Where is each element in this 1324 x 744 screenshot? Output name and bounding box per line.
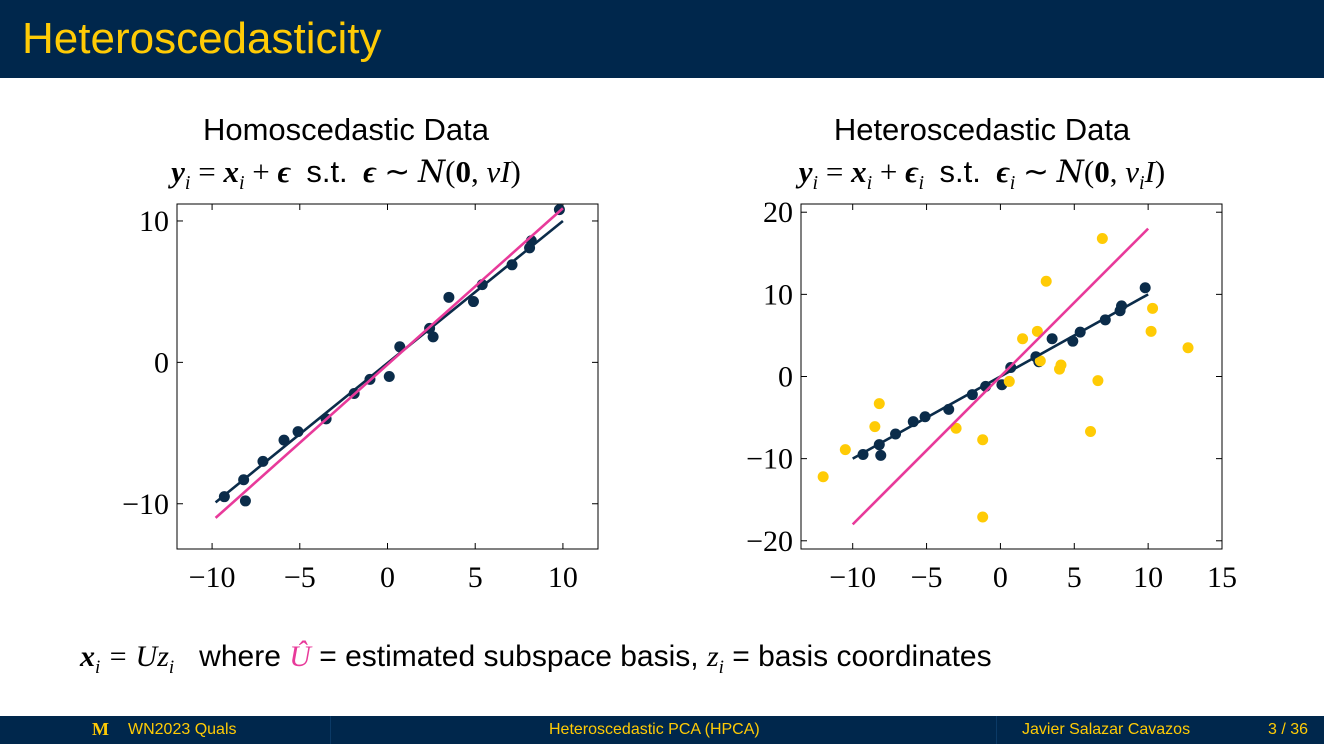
right-point-s1 bbox=[950, 422, 962, 434]
right-point-s1 bbox=[1092, 375, 1104, 387]
caption-uhat: Û bbox=[289, 640, 311, 673]
left-point-s0 bbox=[239, 495, 251, 507]
right-point-s1 bbox=[1040, 275, 1052, 287]
right-point-s1 bbox=[1145, 325, 1157, 337]
right-chart-equation: yi = xi + ϵi s.t. ϵi ∼ N(0, νiI) bbox=[798, 154, 1166, 195]
right-xtick-label: −10 bbox=[829, 561, 876, 594]
right-ytick-label: −20 bbox=[746, 525, 793, 558]
right-point-s1 bbox=[1017, 333, 1029, 345]
right-xtick-label: 0 bbox=[993, 561, 1008, 594]
university-logo: M bbox=[92, 719, 109, 739]
footer-talk-title: Heteroscedastic PCA (HPCA) bbox=[549, 721, 760, 738]
right-point-s1 bbox=[977, 434, 989, 446]
left-ytick-label: 0 bbox=[154, 346, 169, 379]
right-fit-line-1 bbox=[851, 227, 1150, 526]
right-xtick-label: 10 bbox=[1133, 561, 1163, 594]
right-point-s1 bbox=[839, 444, 851, 456]
left-ytick-label: −10 bbox=[122, 488, 169, 521]
left-point-s0 bbox=[443, 291, 455, 303]
right-point-s1 bbox=[1182, 342, 1194, 354]
caption-z: z bbox=[706, 640, 719, 673]
right-point-s0 bbox=[1139, 282, 1151, 294]
right-ytick-label: 0 bbox=[778, 361, 793, 394]
left-point-s0 bbox=[506, 259, 518, 271]
right-point-s1 bbox=[1055, 359, 1067, 371]
left-point-s0 bbox=[278, 434, 290, 446]
left-chart-heading: Homoscedastic Data bbox=[202, 112, 489, 147]
caption-uz: Uz bbox=[135, 640, 169, 673]
left-point-s0 bbox=[383, 371, 395, 382]
caption: xi = Uzi where Û = estimated subspace ba… bbox=[80, 640, 992, 678]
right-ytick-label: 10 bbox=[763, 278, 793, 311]
right-ytick-label: 20 bbox=[763, 196, 793, 229]
caption-x: x bbox=[80, 640, 95, 673]
right-point-s1 bbox=[1031, 325, 1043, 337]
right-point-s1 bbox=[1147, 302, 1159, 314]
right-point-s1 bbox=[977, 511, 989, 523]
left-point-s0 bbox=[467, 296, 479, 308]
right-chart-heading: Heteroscedastic Data bbox=[833, 112, 1131, 147]
right-point-s1 bbox=[817, 471, 829, 483]
left-chart-equation: yi = xi + ϵ s.t. ϵ ∼ N(0, νI) bbox=[171, 154, 521, 195]
left-ytick-label: 10 bbox=[139, 205, 169, 238]
right-point-s1 bbox=[873, 398, 885, 410]
left-point-s0 bbox=[427, 331, 439, 343]
right-point-s1 bbox=[1034, 355, 1046, 367]
caption-where: where bbox=[199, 640, 281, 673]
footer-author: Javier Salazar Cavazos bbox=[1022, 721, 1191, 738]
slide-title: Heteroscedasticity bbox=[22, 14, 382, 63]
right-point-s1 bbox=[1003, 375, 1015, 387]
right-point-s1 bbox=[1096, 233, 1108, 244]
left-xtick-label: 0 bbox=[380, 561, 395, 594]
right-point-s0 bbox=[1046, 333, 1058, 345]
footer-course: WN2023 Quals bbox=[128, 721, 237, 738]
footer: M WN2023 Quals Heteroscedastic PCA (HPCA… bbox=[0, 716, 1324, 744]
footer-page-number: 3 / 36 bbox=[1268, 721, 1309, 738]
right-xtick-label: 15 bbox=[1207, 561, 1237, 594]
right-point-s1 bbox=[1085, 426, 1097, 438]
left-xtick-label: −10 bbox=[189, 561, 236, 594]
right-ytick-label: −10 bbox=[746, 443, 793, 476]
right-xtick-label: 5 bbox=[1067, 561, 1082, 594]
title-bar: Heteroscedasticity bbox=[0, 0, 1324, 78]
left-xtick-label: −5 bbox=[284, 561, 316, 594]
left-eqn-st: s.t. bbox=[306, 154, 348, 189]
left-fit-line-1 bbox=[214, 207, 564, 519]
left-xtick-label: 5 bbox=[468, 561, 483, 594]
right-xtick-label: −5 bbox=[911, 561, 943, 594]
right-point-s0 bbox=[875, 449, 887, 461]
right-eqn-st: s.t. bbox=[939, 154, 981, 189]
left-xtick-label: 10 bbox=[548, 561, 578, 594]
left-point-s0 bbox=[257, 455, 269, 467]
right-point-s1 bbox=[869, 421, 881, 433]
